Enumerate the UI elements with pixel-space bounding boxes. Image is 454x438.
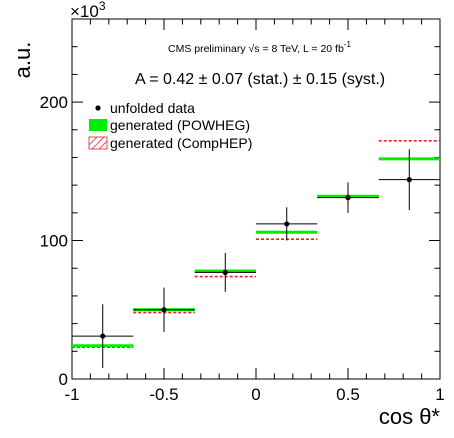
- series-powheg: [72, 157, 440, 348]
- series-data: [72, 149, 440, 368]
- legend: unfolded data generated (POWHEG) generat…: [88, 100, 252, 151]
- y-multiplier-base: ×10: [70, 2, 99, 21]
- legend-label-comphep: generated (CompHEP): [110, 135, 252, 151]
- y-tick-label: 100: [40, 232, 68, 251]
- legend-swatch-powheg: [89, 119, 107, 131]
- legend-marker-data: [95, 105, 101, 111]
- legend-swatch-comphep: [88, 136, 108, 150]
- y-tick-label: 200: [40, 93, 68, 112]
- x-tick-label: 1: [435, 385, 444, 404]
- x-axis-title: cos θ*: [379, 404, 441, 429]
- data-point: [161, 307, 167, 313]
- x-tick-label: -1: [64, 385, 79, 404]
- cms-header-main: CMS preliminary √s = 8 TeV, L = 20 fb: [168, 43, 344, 55]
- y-axis-title: a.u.: [10, 42, 35, 79]
- y-tick-label: 0: [59, 370, 68, 389]
- y-multiplier: ×103: [70, 0, 106, 21]
- data-point: [406, 177, 412, 183]
- y-multiplier-exponent: 3: [99, 0, 106, 13]
- x-tick-label: 0: [251, 385, 260, 404]
- data-point: [222, 269, 228, 275]
- legend-label-powheg: generated (POWHEG): [110, 117, 250, 133]
- data-point: [345, 195, 351, 201]
- y-axis: 0 100 200: [40, 18, 440, 389]
- cms-header: CMS preliminary √s = 8 TeV, L = 20 fb-1: [168, 40, 351, 55]
- series-comphep: [72, 140, 440, 348]
- data-point: [284, 221, 290, 227]
- x-tick-label: 0.5: [336, 385, 360, 404]
- x-axis: -1 -0.5 0 0.5 1: [64, 19, 445, 404]
- cms-header-exponent: -1: [344, 40, 352, 49]
- legend-label-data: unfolded data: [110, 100, 195, 116]
- data-point: [100, 333, 106, 339]
- asymmetry-annotation: A = 0.42 ± 0.07 (stat.) ± 0.15 (syst.): [135, 71, 385, 88]
- x-tick-label: -0.5: [149, 385, 178, 404]
